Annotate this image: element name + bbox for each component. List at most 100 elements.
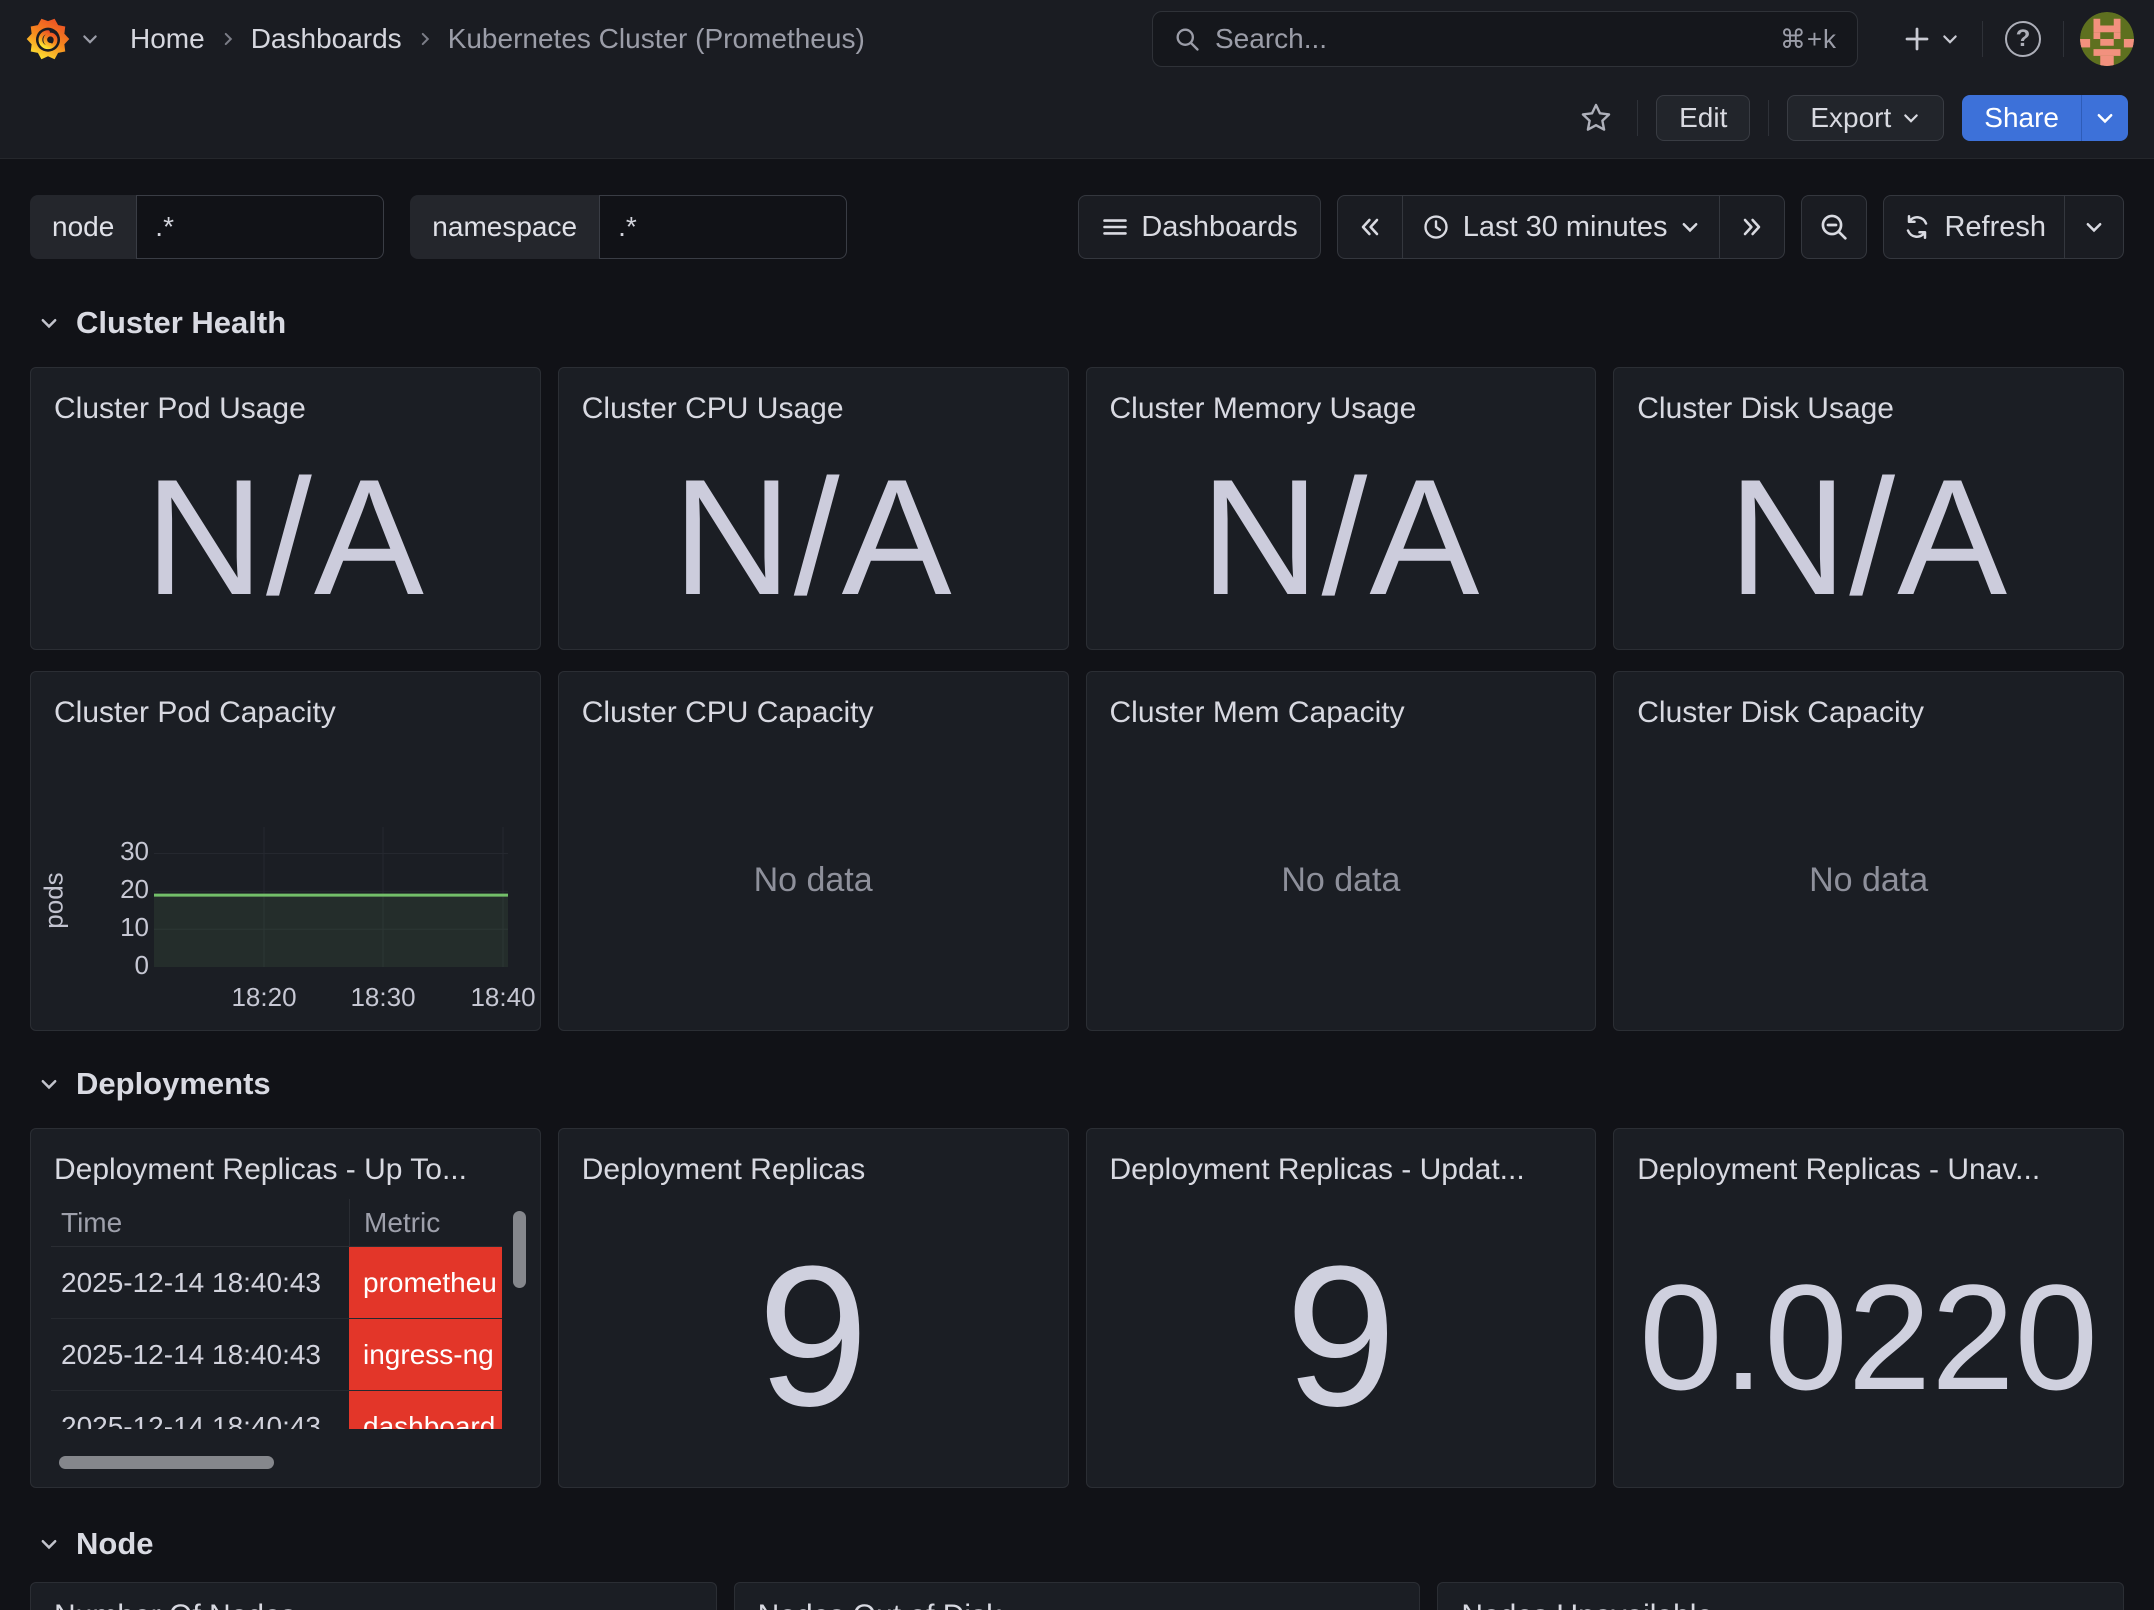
panel-title[interactable]: Cluster CPU Capacity <box>581 696 874 729</box>
time-range-button[interactable]: Last 30 minutes <box>1401 196 1720 258</box>
node-variable-label: node <box>30 195 137 259</box>
search-bar[interactable]: ⌘+k <box>1152 11 1858 67</box>
x-tick: 18:40 <box>470 982 536 1012</box>
table-header: Time Metric <box>51 1199 502 1247</box>
node-row: Number Of Nodes Nodes Out of Disk Nodes … <box>30 1582 2124 1610</box>
panel-title[interactable]: Cluster Mem Capacity <box>1109 696 1405 729</box>
panel-title[interactable]: Cluster CPU Usage <box>581 392 844 425</box>
column-header-time[interactable]: Time <box>61 1206 123 1238</box>
panel-title[interactable]: Cluster Memory Usage <box>1109 392 1417 425</box>
y-tick: 0 <box>134 950 149 980</box>
x-tick: 18:30 <box>350 982 416 1012</box>
stat-value: N/A <box>144 445 426 629</box>
add-new-button[interactable] <box>1896 18 1966 60</box>
breadcrumb-separator-icon <box>219 30 237 48</box>
share-split-button: Share <box>1962 95 2128 141</box>
user-avatar[interactable] <box>2080 12 2134 66</box>
refresh-group: Refresh <box>1883 195 2124 259</box>
y-tick: 10 <box>120 912 149 942</box>
node-variable-input[interactable] <box>136 195 385 259</box>
stat-value: 9 <box>1285 1225 1397 1448</box>
stat-value: 0.0220 <box>1639 1252 2099 1421</box>
divider <box>1982 21 1983 57</box>
panel-title[interactable]: Cluster Pod Usage <box>54 392 306 425</box>
panel-number-of-nodes: Number Of Nodes <box>30 1582 717 1610</box>
section-cluster-health[interactable]: Cluster Health <box>30 303 2124 343</box>
panel-cluster-pod-capacity: Cluster Pod Capacity pods 30 20 10 0 18 <box>30 671 541 1031</box>
section-deployments[interactable]: Deployments <box>30 1064 2124 1104</box>
namespace-variable-input[interactable] <box>599 195 848 259</box>
stat-value: 9 <box>757 1225 869 1448</box>
edit-button[interactable]: Edit <box>1656 95 1751 141</box>
time-shift-forward-button[interactable] <box>1719 196 1784 258</box>
search-shortcut: ⌘+k <box>1779 23 1837 54</box>
deployments-row: Deployment Replicas - Up To... Time Metr… <box>30 1128 2124 1488</box>
refresh-interval-dropdown[interactable] <box>2064 196 2123 258</box>
breadcrumb-home[interactable]: Home <box>130 23 205 54</box>
favorite-button[interactable] <box>1573 95 1619 141</box>
panel-title[interactable]: Deployment Replicas - Updat... <box>1109 1153 1525 1186</box>
panel-title[interactable]: Cluster Pod Capacity <box>54 696 336 729</box>
dashboards-list-button[interactable]: Dashboards <box>1078 195 1321 259</box>
clock-icon <box>1421 212 1451 242</box>
variable-node: node <box>30 195 385 259</box>
refresh-button[interactable]: Refresh <box>1884 196 2064 258</box>
time-shift-back-button[interactable] <box>1338 196 1402 258</box>
breadcrumb-dashboards[interactable]: Dashboards <box>250 23 402 54</box>
panel-cluster-pod-usage: Cluster Pod Usage N/A <box>30 367 541 650</box>
panel-title[interactable]: Cluster Disk Capacity <box>1637 696 1924 729</box>
panel-title[interactable]: Cluster Disk Usage <box>1637 392 1894 425</box>
divider <box>2063 21 2064 57</box>
panel-cluster-mem-capacity: Cluster Mem Capacity No data <box>1085 671 1597 1031</box>
panel-title[interactable]: Nodes Out of Disk <box>735 1583 1420 1610</box>
dashboard-canvas: node namespace Dashboards <box>0 195 2154 1610</box>
panel-cluster-cpu-capacity: Cluster CPU Capacity No data <box>557 671 1069 1031</box>
time-picker-group: Last 30 minutes <box>1336 195 1786 259</box>
panel-nodes-unavailable: Nodes Unavailable <box>1437 1582 2124 1610</box>
dashboard-controls: node namespace Dashboards <box>30 195 2124 259</box>
panel-cluster-memory-usage: Cluster Memory Usage N/A <box>1085 367 1597 650</box>
table-body: 2025-12-14 18:40:43 prometheu 2025-12-14… <box>51 1247 502 1429</box>
y-tick: 30 <box>120 836 149 866</box>
search-input[interactable] <box>1215 23 1766 55</box>
variable-namespace: namespace <box>410 195 848 259</box>
section-title: Cluster Health <box>76 305 287 340</box>
cell-time: 2025-12-14 18:40:43 <box>61 1410 321 1430</box>
horizontal-scrollbar[interactable] <box>59 1456 274 1469</box>
chevron-down-icon <box>1940 29 1960 49</box>
panel-deployment-replicas-updated: Deployment Replicas - Updat... 9 <box>1085 1128 1597 1488</box>
panel-title[interactable]: Deployment Replicas - Unav... <box>1637 1153 2041 1186</box>
breadcrumb-separator-icon <box>416 30 434 48</box>
export-button[interactable]: Export <box>1787 95 1945 141</box>
column-header-metric[interactable]: Metric <box>349 1199 502 1246</box>
vertical-scrollbar[interactable] <box>512 1211 526 1288</box>
org-switcher[interactable] <box>26 17 100 61</box>
panel-deployment-replicas-unavailable: Deployment Replicas - Unav... 0.0220 <box>1613 1128 2124 1488</box>
help-button[interactable]: ? <box>1999 15 2047 63</box>
breadcrumb: Home Dashboards Kubernetes Cluster (Prom… <box>130 23 865 55</box>
namespace-variable-label: namespace <box>410 195 600 259</box>
share-button[interactable]: Share <box>1962 95 2081 141</box>
share-dropdown-button[interactable] <box>2081 95 2128 141</box>
cell-time: 2025-12-14 18:40:43 <box>61 1266 321 1298</box>
zoom-out-button[interactable] <box>1801 195 1868 259</box>
top-navbar: Home Dashboards Kubernetes Cluster (Prom… <box>0 0 2154 78</box>
panel-title[interactable]: Deployment Replicas <box>581 1153 866 1186</box>
chevron-down-icon <box>80 29 100 49</box>
zoom-out-icon <box>1818 211 1850 243</box>
star-icon <box>1579 101 1613 135</box>
y-axis-label: pods <box>38 871 69 929</box>
panel-nodes-out-of-disk: Nodes Out of Disk <box>733 1582 1421 1610</box>
dashboards-button-label: Dashboards <box>1141 210 1298 243</box>
legend-item-requested[interactable]: requested <box>73 1030 241 1031</box>
refresh-label: Refresh <box>1944 210 2046 243</box>
panel-title[interactable]: Deployment Replicas - Up To... <box>54 1153 467 1186</box>
table-row: 2025-12-14 18:40:43 ingress-ng <box>51 1319 502 1391</box>
section-node[interactable]: Node <box>30 1524 2124 1564</box>
dashboard-toolbar: Edit Export Share <box>0 78 2154 159</box>
search-icon <box>1173 25 1201 53</box>
panel-title[interactable]: Nodes Unavailable <box>1438 1583 2123 1610</box>
plot-area[interactable] <box>154 827 508 967</box>
divider <box>1637 100 1639 136</box>
panel-title[interactable]: Number Of Nodes <box>31 1583 716 1610</box>
